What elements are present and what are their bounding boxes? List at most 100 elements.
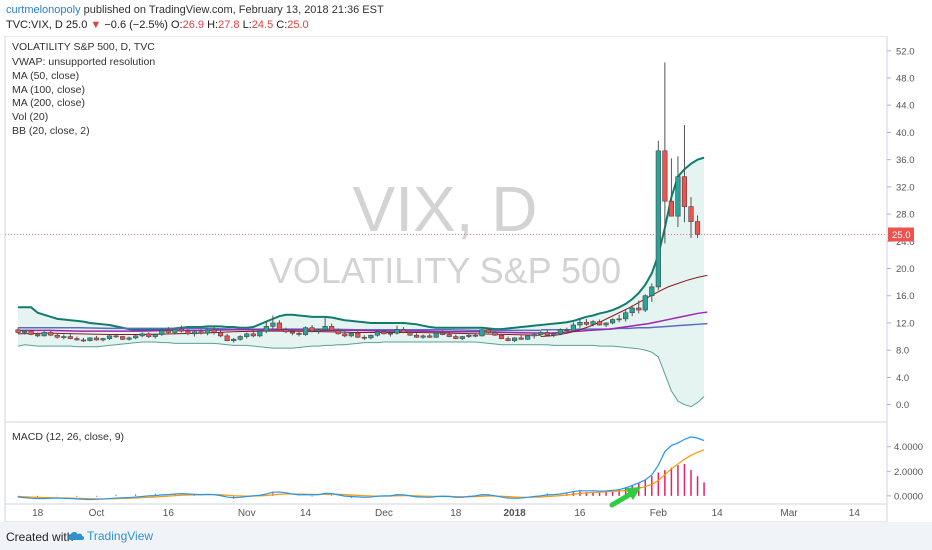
candle-body: [681, 176, 688, 207]
candle-body: [492, 332, 498, 336]
candle-body: [231, 338, 237, 341]
candle-body: [178, 328, 184, 332]
chart-title: VOLATILITY S&P 500, D, TVC: [12, 41, 155, 53]
price-tick-label: 16.0: [896, 291, 915, 302]
candle-body: [596, 321, 603, 326]
price-tick-label: 20.0: [896, 264, 915, 275]
quote-line: TVC:VIX, D 25.0 ▼ −0.6 (−2.5%) O:26.9 H:…: [6, 19, 309, 31]
candle-body: [538, 332, 544, 335]
candle-body: [106, 335, 113, 339]
time-tick-label: Dec: [375, 508, 393, 519]
time-tick-label: 18: [450, 508, 462, 519]
candle-body: [335, 330, 341, 335]
last-price: 25.0: [65, 19, 88, 31]
ma100-line: [540, 311, 708, 334]
candle-body: [531, 334, 537, 337]
candle-body: [564, 329, 570, 332]
close-label: C:: [276, 19, 288, 31]
time-tick-label: Mar: [780, 508, 798, 519]
time-tick-label: 14: [712, 508, 724, 519]
candle-body: [623, 312, 629, 320]
candle-body: [237, 336, 243, 340]
bollinger-bands: [17, 156, 705, 408]
candle-body: [636, 307, 642, 311]
tradingview-brand: TradingView: [87, 529, 154, 543]
legend-bb: BB (20, close, 2): [12, 125, 90, 137]
candle-body: [244, 333, 250, 337]
symbol-label: TVC:VIX, D: [6, 19, 63, 31]
candle-body: [257, 330, 263, 337]
candle-body: [361, 336, 367, 339]
candle-body: [616, 318, 622, 321]
author-link[interactable]: curtmelonopoly: [6, 4, 81, 16]
macd-signal-line: [18, 449, 705, 500]
candle-body: [544, 332, 550, 336]
candle-body: [348, 332, 354, 337]
candle-body: [22, 330, 28, 333]
price-axis: 0.0 4.0 8.0 12.0 16.0 20.0 24.0 28.0 32.0 36.0 40.…: [887, 46, 915, 411]
candle-body: [485, 329, 492, 333]
macd-axis: 0.0000 2.0000 4.0000: [887, 442, 923, 502]
candle-body: [133, 335, 139, 339]
candle-body: [309, 327, 315, 332]
tradingview-cloud-icon: [68, 532, 84, 540]
candle-body: [649, 286, 655, 297]
candle-body: [512, 337, 518, 341]
candle-body: [688, 206, 694, 222]
bb-upper-line: [18, 156, 705, 331]
candle-body: [211, 329, 217, 333]
candle-body: [498, 334, 505, 339]
candle-body: [113, 335, 119, 338]
candle-body: [694, 221, 701, 235]
candle-body: [453, 336, 459, 339]
price-change: −0.6 (−2.5%): [104, 19, 168, 31]
tradingview-logo[interactable]: TradingView: [68, 529, 153, 543]
candle-body: [74, 338, 80, 341]
macd-line: [18, 436, 705, 501]
low-value: 24.5: [251, 19, 274, 31]
candle-body: [283, 329, 289, 333]
candle-body: [427, 335, 433, 338]
candle-body: [577, 321, 583, 326]
candle-body: [28, 330, 34, 335]
candles: [15, 62, 701, 343]
candle-body: [525, 335, 531, 340]
candle-body: [204, 329, 211, 334]
chart-area[interactable]: VIX, D VOLATILITY S&P 500 0.0 4.0 8.0 12.0 1…: [0, 36, 932, 522]
candle-body: [342, 333, 348, 337]
candle-body: [387, 332, 394, 335]
candle-body: [218, 332, 224, 337]
candle-body: [165, 330, 171, 333]
candle-body: [629, 307, 635, 314]
candle-body: [198, 331, 204, 334]
candle-body: [270, 322, 276, 327]
price-tick-label: 0.0: [896, 400, 909, 411]
price-tick-label: 52.0: [896, 46, 915, 57]
candle-body: [61, 336, 67, 338]
header: curtmelonopoly published on TradingView.…: [0, 0, 932, 36]
candle-body: [185, 330, 191, 335]
candle-body: [296, 332, 302, 335]
time-tick-label: 16: [574, 508, 586, 519]
macd-tick-label: 4.0000: [894, 442, 923, 453]
candle-body: [505, 338, 511, 341]
candle-body: [48, 332, 54, 336]
candle-body: [276, 322, 282, 331]
candle-body: [381, 331, 387, 335]
down-arrow-icon: ▼: [90, 19, 102, 31]
created-with-text: Created with: [6, 530, 74, 544]
candle-body: [414, 334, 420, 338]
legend-ma50: MA (50, close): [12, 70, 79, 82]
candle-body: [100, 338, 106, 341]
candle-body: [139, 333, 145, 337]
macd-series: [17, 436, 705, 501]
watermark-symbol: VIX, D: [353, 173, 538, 245]
macd-title: MACD (12, 26, close, 9): [12, 431, 124, 443]
candle-body: [466, 334, 472, 337]
time-tick-label: Nov: [238, 508, 256, 519]
legend-vwap: VWAP: unsupported resolution: [12, 56, 155, 68]
candle-body: [590, 321, 596, 325]
candle-body: [374, 331, 380, 336]
price-tick-label: 48.0: [896, 74, 915, 85]
candle-body: [446, 334, 452, 337]
